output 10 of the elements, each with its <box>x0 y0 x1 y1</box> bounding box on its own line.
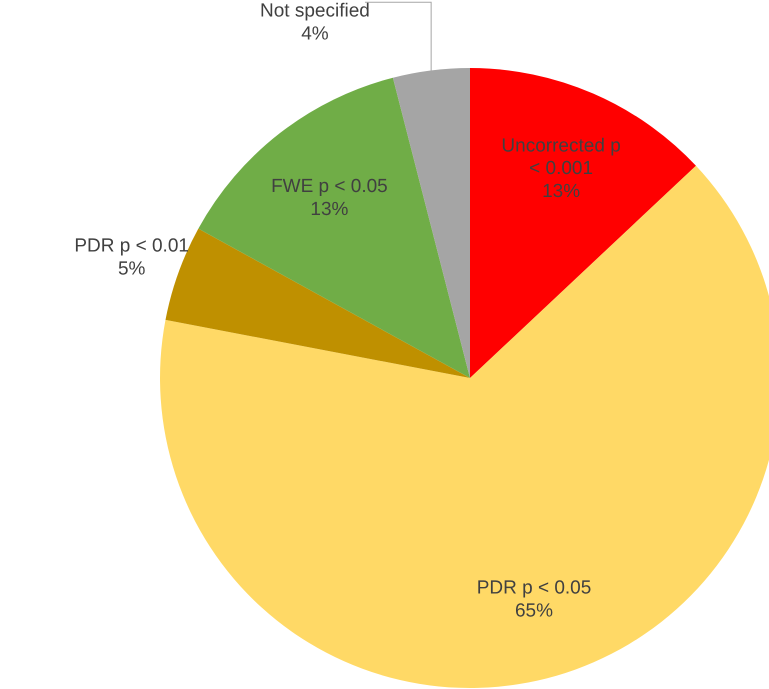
slice-label: Uncorrected p < 0.001 <box>501 135 621 180</box>
data-label: 4% <box>301 23 329 44</box>
data-label: 13% <box>310 198 349 220</box>
slice-label: PDR p < 0.01 <box>74 235 189 256</box>
slice-label: PDR p < 0.05 <box>476 578 592 599</box>
slice-label: Not specified <box>260 0 370 22</box>
data-label: 65% <box>514 600 554 622</box>
slice-label: FWE p < 0.05 <box>271 176 388 197</box>
data-label: 13% <box>542 180 580 202</box>
data-label: 5% <box>118 258 146 280</box>
